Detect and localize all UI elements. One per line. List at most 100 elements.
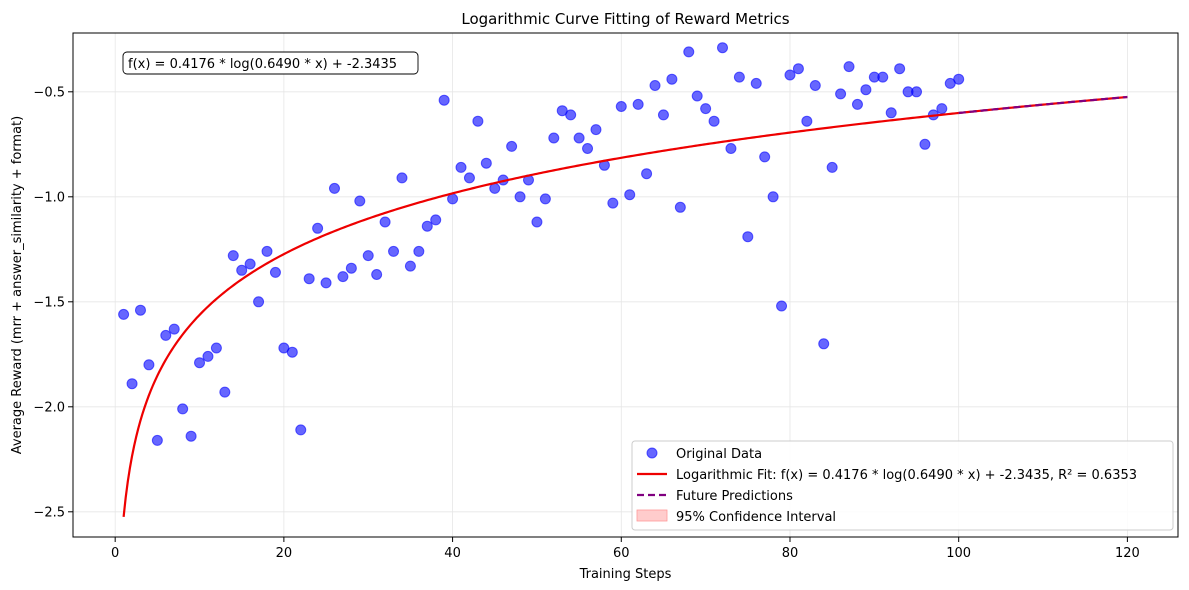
data-point	[244, 258, 256, 270]
data-point	[514, 191, 526, 203]
y-tick-label: −1.0	[33, 190, 65, 205]
data-point	[210, 342, 222, 354]
x-tick-label: 0	[111, 546, 119, 561]
data-point	[607, 197, 619, 209]
data-point	[371, 269, 383, 280]
data-point	[666, 73, 678, 85]
x-tick-label: 60	[613, 546, 630, 561]
data-point	[573, 132, 585, 144]
legend-patch-ci	[636, 509, 668, 522]
y-tick-label: −1.5	[33, 295, 65, 310]
data-point	[851, 98, 863, 110]
data-point	[328, 182, 340, 194]
data-point	[253, 296, 265, 308]
fit-line	[122, 111, 959, 517]
data-point	[261, 245, 273, 257]
data-point	[708, 115, 720, 127]
data-point	[649, 80, 661, 91]
data-point	[784, 69, 796, 81]
data-point	[759, 151, 771, 163]
data-point	[674, 201, 686, 213]
data-point	[776, 300, 788, 312]
data-point	[767, 191, 779, 203]
data-point	[717, 42, 729, 54]
legend-label-original: Original Data	[676, 447, 762, 462]
data-point	[818, 338, 830, 350]
x-tick-label: 20	[276, 546, 293, 561]
fit-annotation: f(x) = 0.4176 * log(0.6490 * x) + -2.343…	[122, 51, 419, 75]
y-tick-label: −2.0	[33, 400, 65, 415]
data-point	[953, 73, 965, 85]
legend-box	[631, 440, 1174, 531]
data-point	[801, 115, 813, 127]
data-point	[168, 323, 180, 335]
data-point	[227, 250, 239, 262]
data-point	[506, 140, 518, 152]
data-point	[843, 61, 855, 73]
fit-lines	[122, 95, 1128, 517]
data-point	[354, 195, 366, 207]
data-point	[835, 88, 847, 100]
data-point	[750, 77, 762, 89]
data-point	[177, 403, 189, 415]
data-point	[657, 109, 669, 121]
data-point	[379, 216, 391, 228]
legend: Original Data Logarithmic Fit: f(x) = 0.…	[631, 440, 1174, 531]
data-point	[632, 98, 644, 110]
data-point	[194, 357, 206, 369]
data-point	[160, 329, 172, 341]
future-prediction-line	[958, 95, 1128, 115]
data-point	[683, 46, 695, 58]
data-point	[911, 86, 923, 98]
x-tick-label: 40	[444, 546, 461, 561]
data-point	[877, 71, 889, 83]
data-point	[615, 101, 627, 112]
y-axis-label: Average Reward (mrr + answer_similarity …	[10, 116, 25, 454]
data-point	[860, 84, 872, 96]
x-axis: 0 20 40 60 80 100 120	[111, 537, 1140, 561]
data-point	[396, 172, 408, 184]
data-point	[582, 143, 594, 154]
data-point	[565, 109, 577, 121]
data-point	[134, 304, 146, 316]
legend-label-ci: 95% Confidence Interval	[676, 510, 836, 525]
chart-title: Logarithmic Curve Fitting of Reward Metr…	[461, 10, 789, 28]
plot-frame	[72, 32, 1179, 538]
data-point	[438, 94, 450, 106]
data-point	[126, 378, 138, 390]
data-point	[345, 262, 357, 274]
data-points	[118, 42, 965, 446]
legend-marker-original	[646, 447, 658, 459]
data-point	[236, 264, 248, 276]
data-point	[404, 260, 416, 272]
data-point	[894, 63, 906, 75]
x-tick-label: 100	[946, 546, 971, 561]
data-point	[295, 424, 307, 436]
data-point	[312, 222, 324, 234]
data-point	[286, 346, 298, 358]
data-point	[151, 434, 163, 446]
data-point	[320, 277, 332, 289]
data-point	[388, 245, 400, 257]
x-axis-label: Training Steps	[579, 567, 672, 582]
gridlines	[73, 33, 1178, 537]
data-point	[590, 124, 602, 136]
annotation-text: f(x) = 0.4176 * log(0.6490 * x) + -2.343…	[128, 57, 397, 72]
data-point	[219, 386, 231, 398]
legend-label-fit: Logarithmic Fit: f(x) = 0.4176 * log(0.6…	[676, 468, 1137, 483]
x-tick-label: 120	[1115, 546, 1140, 561]
data-point	[733, 71, 745, 83]
data-point	[826, 161, 838, 173]
y-axis: −2.5 −2.0 −1.5 −1.0 −0.5	[33, 85, 73, 520]
data-point	[303, 273, 315, 285]
data-point	[742, 231, 754, 243]
data-point	[337, 271, 349, 283]
data-point	[548, 132, 560, 144]
data-point	[362, 250, 374, 262]
y-tick-label: −0.5	[33, 85, 65, 100]
data-point	[413, 245, 425, 257]
legend-label-future: Future Predictions	[676, 489, 793, 504]
data-point	[725, 143, 737, 154]
data-point	[202, 350, 214, 362]
